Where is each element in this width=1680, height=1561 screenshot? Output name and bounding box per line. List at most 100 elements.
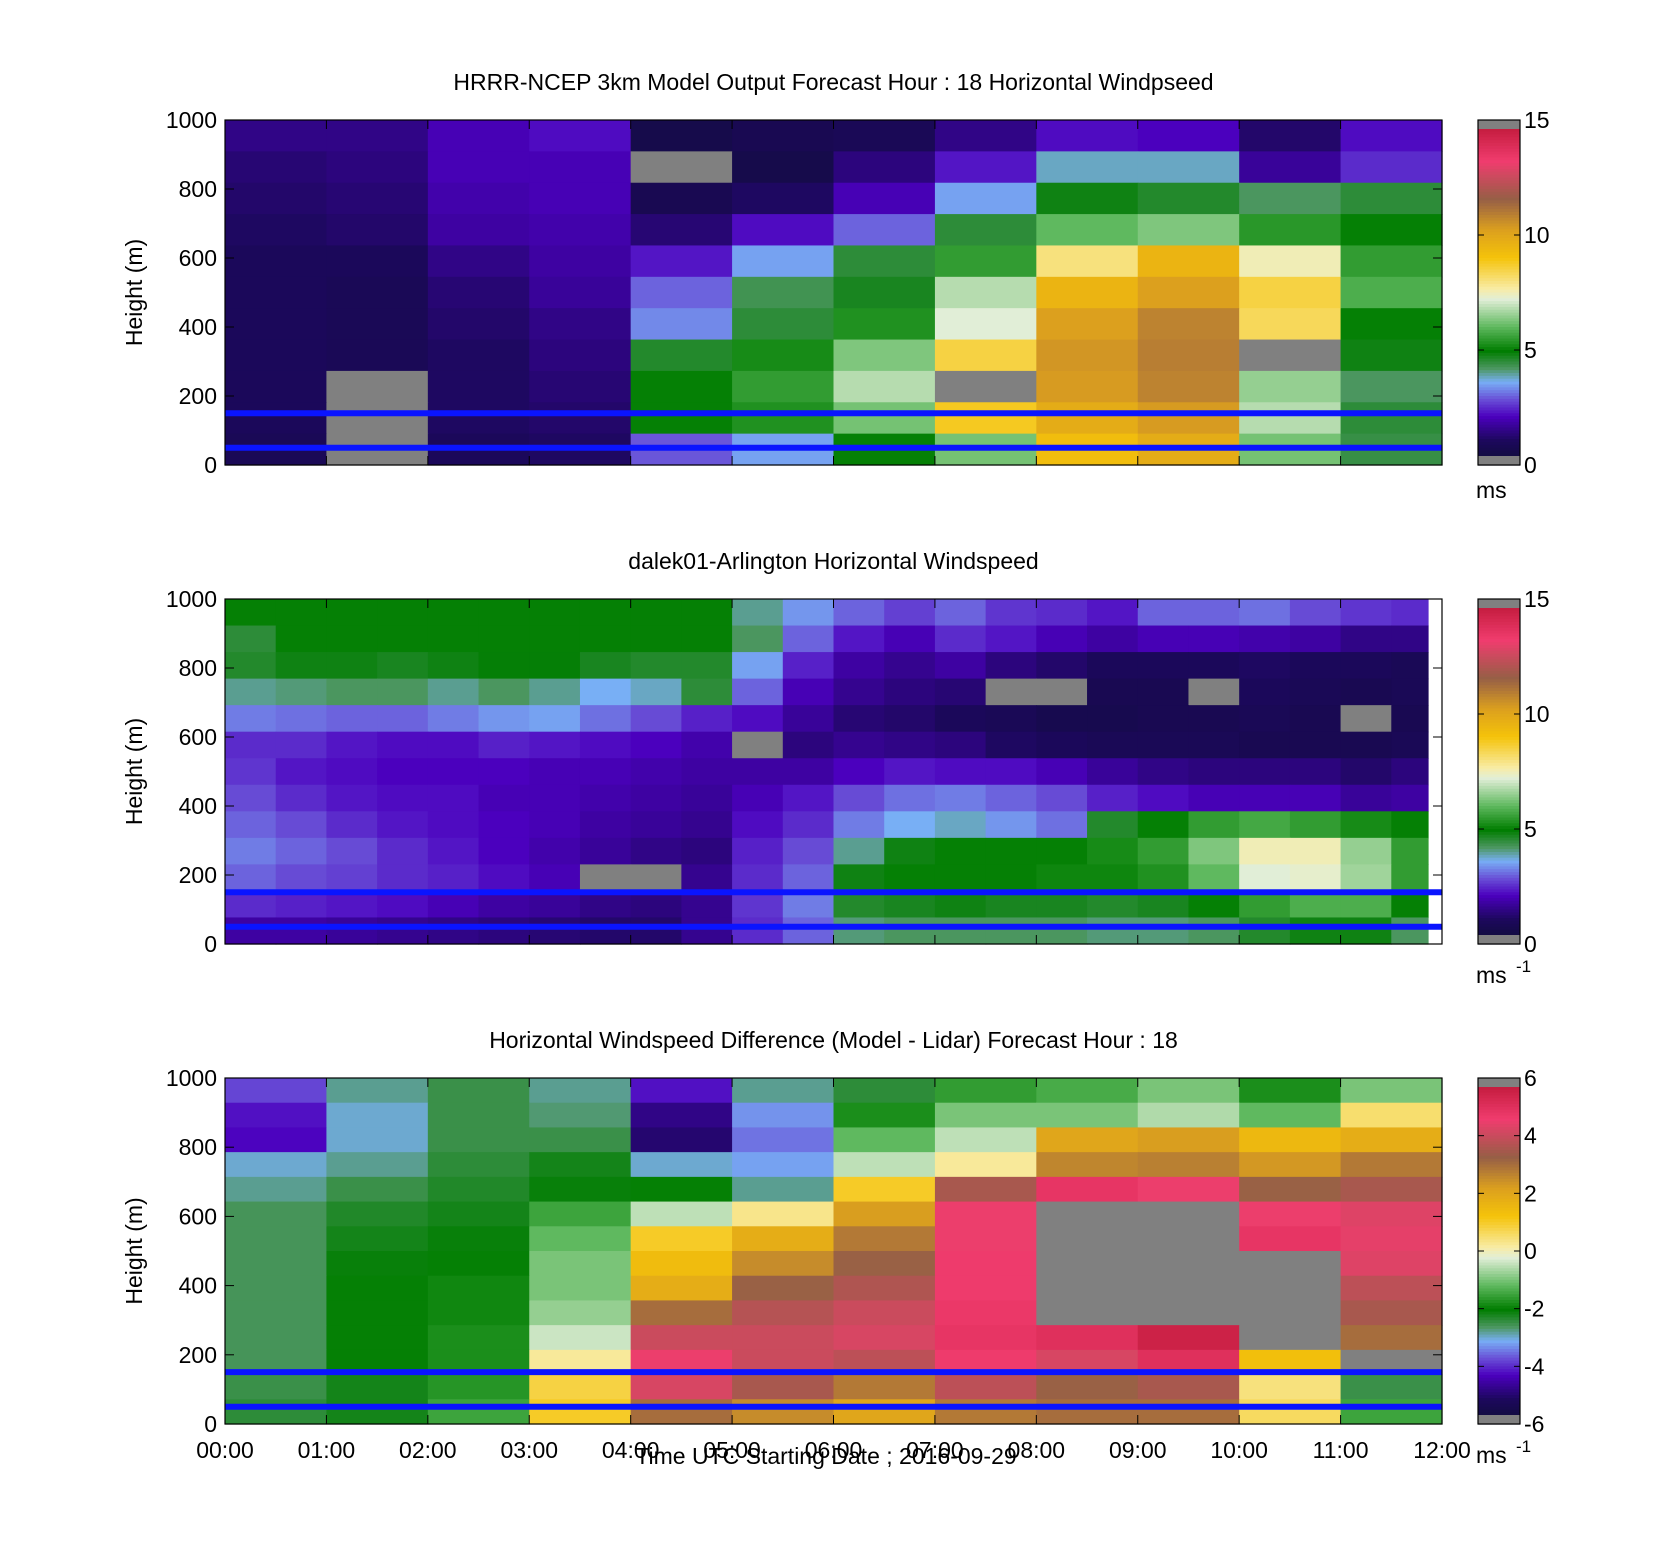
model-cell [1036,402,1139,435]
lidar-cell [427,599,480,627]
lidar-cell [985,758,1037,786]
model-colorbar-swatch [1478,235,1520,239]
model-cell [427,339,530,372]
lidar-colorbar-swatch [1478,791,1520,796]
lidar-cell [1289,599,1342,627]
lidar-cell [782,784,835,812]
difference-cell [225,1201,328,1227]
lidar-cell [275,678,328,706]
model-colorbar-swatch [1478,189,1520,193]
difference-colorbar-swatch [1478,1106,1520,1111]
lidar-cell [1087,678,1139,706]
difference-cell [833,1201,936,1227]
lidar-cell [1391,837,1429,865]
lidar-cell [985,784,1037,812]
lidar-colorbar-swatch [1478,929,1520,934]
model-cell [1239,214,1342,247]
lidar-cell [985,705,1037,733]
difference-cell [1036,1102,1139,1129]
model-colorbar-swatch [1478,223,1520,227]
lidar-cell [985,837,1037,865]
lidar-cell [732,625,784,653]
model-colorbar-swatch [1478,174,1520,179]
lidar-cell [579,652,632,680]
lidar-colorbar-swatch [1478,817,1520,821]
difference-colorbar-swatch [1478,1374,1520,1379]
lidar-cell [275,599,328,627]
lidar-cell [529,758,581,786]
lidar-cell [1239,625,1291,653]
lidar-cell [427,625,480,653]
model-colorbar-swatch [1478,151,1520,156]
lidar-cell [681,705,733,733]
lidar-cell [1188,811,1240,839]
lidar-cell [732,678,784,706]
difference-colorbar-swatch [1478,1357,1520,1362]
difference-cell [326,1275,429,1302]
model-cell [732,402,835,435]
model-cell [1137,151,1240,184]
model-cell [1137,182,1240,215]
difference-cell [732,1325,835,1351]
model-colorbar-swatch [1478,229,1520,233]
lidar-colorbar-swatch [1478,823,1520,827]
lidar-cell [732,599,784,627]
model-cell [1340,370,1443,403]
lidar-cell [1391,731,1429,759]
difference-colorbar-tick-label: -2 [1524,1296,1544,1322]
difference-colorbar-swatch [1478,1152,1520,1157]
difference-cell [427,1127,530,1153]
model-colorbar-swatch [1478,292,1520,296]
lidar-colorbar-swatch [1478,619,1520,623]
lidar-cell [326,917,378,945]
lidar-colorbar-swatch [1478,898,1520,902]
lidar-colorbar-swatch [1478,863,1520,867]
model-ytick-label: 600 [179,245,217,271]
lidar-ytick-label: 0 [204,931,217,957]
model-colorbar-swatch [1478,286,1520,291]
lidar-cell [1087,758,1139,786]
lidar-colorbar-swatch [1478,691,1520,695]
difference-colorbar-swatch [1478,1323,1520,1327]
lidar-cell [478,678,530,706]
lidar-cell [782,890,835,919]
model-colorbar-swatch [1478,364,1520,368]
model-cell [326,308,429,341]
difference-cell [225,1399,328,1425]
difference-cell [427,1300,530,1326]
lidar-cell [275,652,328,680]
model-colorbar-swatch [1478,390,1520,394]
difference-colorbar-swatch [1478,1170,1520,1174]
difference-cell [529,1102,632,1129]
lidar-cell [884,758,936,786]
difference-cell [326,1399,429,1425]
lidar-cell [579,599,632,627]
lidar-cell [1289,837,1342,865]
difference-cell [732,1176,835,1203]
difference-cell [427,1102,530,1129]
difference-cell [630,1300,733,1326]
difference-cell [732,1078,835,1104]
difference-cell [326,1201,429,1227]
lidar-cell [934,837,987,865]
model-colorbar-tick-label: 0 [1524,452,1537,478]
lidar-cell [478,652,530,680]
lidar-cell [529,811,581,839]
model-cell [1137,308,1240,341]
difference-colorbar-swatch [1478,1092,1520,1096]
lidar-cell [377,864,429,892]
model-cell [326,182,429,215]
difference-colorbar-swatch [1478,1372,1520,1376]
difference-cell [1239,1300,1342,1326]
lidar-cell [732,652,784,680]
lidar-cell [377,758,429,786]
lidar-cell [326,625,378,653]
model-cell [1137,120,1240,152]
model-cell [225,276,328,309]
lidar-cell [1036,837,1088,865]
lidar-colorbar-swatch [1478,676,1520,681]
model-colorbar-swatch [1478,203,1520,207]
lidar-cell [1340,758,1392,786]
lidar-colorbar-swatch [1478,685,1520,689]
model-colorbar-swatch [1478,180,1520,184]
